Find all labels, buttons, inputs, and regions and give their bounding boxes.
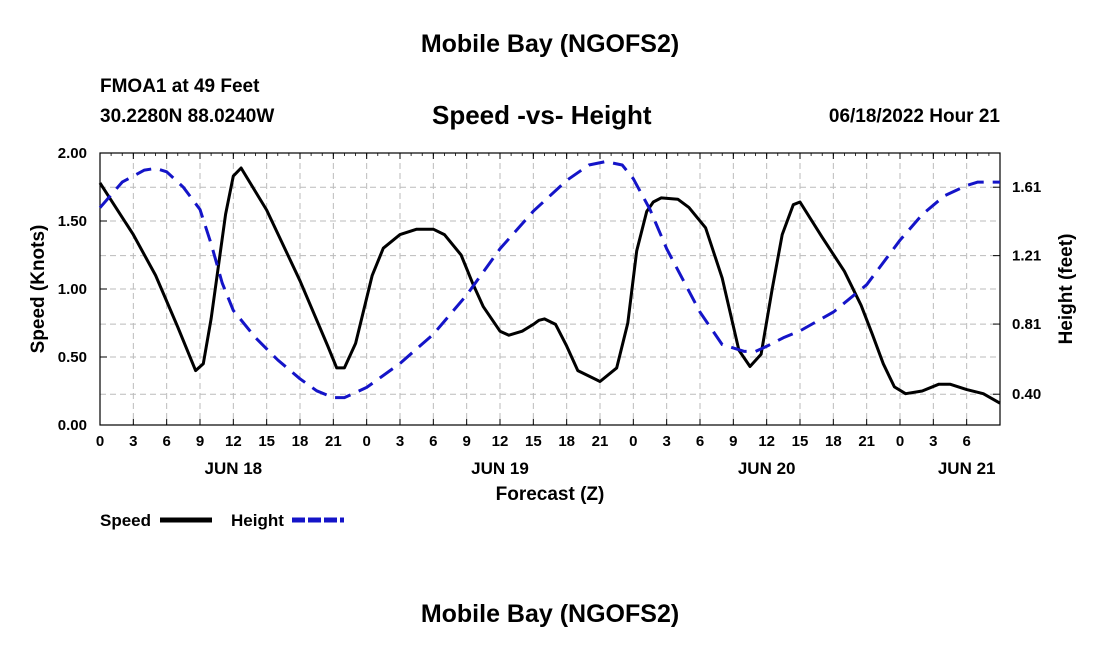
x-tick-label: 3 xyxy=(662,433,670,450)
x-tick-label: 12 xyxy=(758,433,775,450)
x-tick-label: 0 xyxy=(96,433,104,450)
x-tick-label: 9 xyxy=(729,433,737,450)
y2-axis-title: Height (feet) xyxy=(1056,234,1077,345)
x-tick-label: 21 xyxy=(858,433,875,450)
y-axis-title: Speed (Knots) xyxy=(28,225,49,354)
x-tick-label: 3 xyxy=(396,433,404,450)
x-tick-label: 21 xyxy=(325,433,342,450)
x-date-label: JUN 20 xyxy=(738,459,796,478)
legend-label-speed: Speed xyxy=(100,511,151,530)
y-tick-label: 1.50 xyxy=(58,213,87,230)
x-tick-label: 15 xyxy=(525,433,542,450)
chart-main-title: Mobile Bay (NGOFS2) xyxy=(420,30,680,58)
x-axis-title: Forecast (Z) xyxy=(496,484,605,505)
x-tick-label: 12 xyxy=(225,433,242,450)
x-date-label: JUN 18 xyxy=(205,459,263,478)
x-tick-label: 6 xyxy=(429,433,437,450)
x-date-label: JUN 21 xyxy=(938,459,996,478)
x-tick-label: 21 xyxy=(592,433,609,450)
x-tick-label: 0 xyxy=(629,433,637,450)
x-tick-label: 18 xyxy=(558,433,575,450)
x-tick-label: 15 xyxy=(792,433,809,450)
x-tick-label: 6 xyxy=(962,433,970,450)
station-label: FMOA1 at 49 Feet xyxy=(100,76,260,97)
x-tick-label: 6 xyxy=(162,433,170,450)
x-tick-label: 15 xyxy=(258,433,275,450)
x-tick-label: 18 xyxy=(292,433,309,450)
x-date-label: JUN 19 xyxy=(471,459,529,478)
y-tick-label: 0.00 xyxy=(58,417,87,434)
y2-tick-label: 0.40 xyxy=(1012,386,1041,403)
x-tick-label: 9 xyxy=(462,433,470,450)
x-tick-label: 18 xyxy=(825,433,842,450)
x-tick-label: 9 xyxy=(196,433,204,450)
legend-label-height: Height xyxy=(231,511,284,530)
y-tick-label: 1.00 xyxy=(58,281,87,298)
y2-tick-label: 1.61 xyxy=(1012,179,1041,196)
series-line-speed xyxy=(98,166,1001,405)
y2-tick-label: 1.21 xyxy=(1012,248,1041,265)
x-tick-label: 12 xyxy=(492,433,509,450)
y-tick-label: 0.50 xyxy=(58,349,87,366)
chart-subtitle: Speed -vs- Height xyxy=(432,100,652,130)
y-tick-label: 2.00 xyxy=(58,145,87,162)
x-tick-label: 3 xyxy=(929,433,937,450)
forecast-datetime: 06/18/2022 Hour 21 xyxy=(828,106,1000,127)
y2-tick-label: 0.81 xyxy=(1012,316,1041,333)
station-coordinates: 30.2280N 88.0240W xyxy=(100,106,275,127)
second-chart-title: Mobile Bay (NGOFS2) xyxy=(420,600,680,628)
series-line-height xyxy=(98,160,1000,400)
x-tick-label: 0 xyxy=(362,433,370,450)
x-tick-label: 6 xyxy=(696,433,704,450)
x-tick-label: 3 xyxy=(129,433,137,450)
x-tick-label: 0 xyxy=(896,433,904,450)
